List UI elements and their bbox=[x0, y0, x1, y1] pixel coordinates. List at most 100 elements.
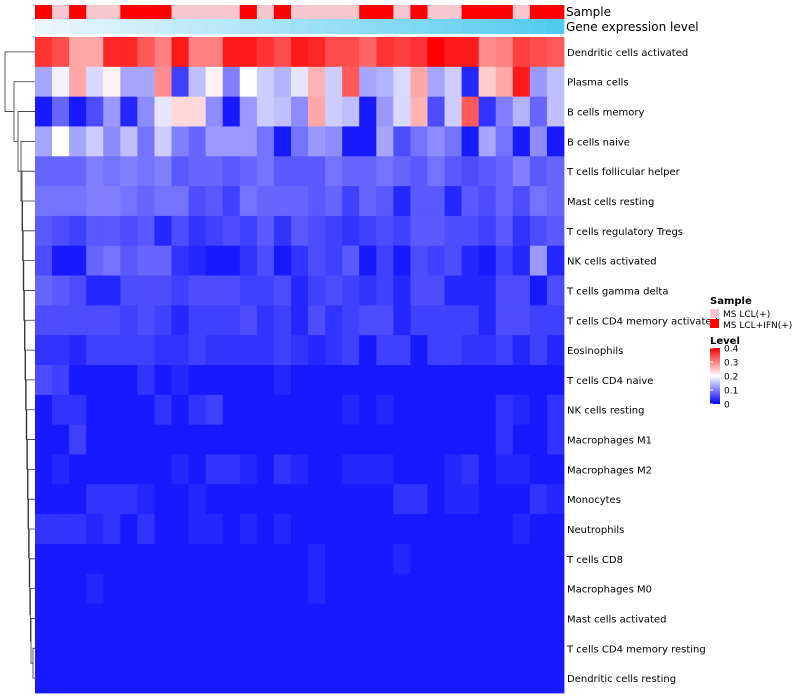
heatmap-cell bbox=[393, 66, 411, 98]
heatmap-cell bbox=[222, 305, 241, 336]
heatmap-cell bbox=[393, 573, 411, 604]
heatmap-cell bbox=[444, 66, 463, 98]
heatmap-cell bbox=[325, 215, 343, 247]
heatmap-cell bbox=[52, 633, 70, 664]
heatmap-cell bbox=[52, 484, 70, 515]
heatmap-cell bbox=[35, 573, 53, 604]
heatmap-cell bbox=[290, 663, 309, 694]
heatmap-cell bbox=[290, 394, 309, 426]
legend-level-tick-label: 0 bbox=[724, 401, 730, 411]
heatmap-cell bbox=[512, 633, 531, 664]
heatmap-cell bbox=[342, 126, 360, 157]
gene-expression-annotation-cell bbox=[256, 19, 275, 34]
heatmap-cell bbox=[171, 156, 189, 187]
heatmap-cell bbox=[427, 305, 445, 336]
heatmap-cell bbox=[359, 484, 377, 515]
heatmap-cell bbox=[188, 514, 207, 545]
heatmap-cell bbox=[444, 633, 463, 664]
heatmap-cell bbox=[410, 663, 428, 694]
heatmap-cell bbox=[427, 245, 445, 276]
heatmap-cell bbox=[444, 245, 463, 276]
heatmap-cell bbox=[205, 603, 224, 634]
heatmap-cell bbox=[342, 663, 360, 694]
heatmap-cell bbox=[52, 37, 70, 68]
heatmap-cell bbox=[273, 66, 292, 98]
heatmap-cell bbox=[461, 633, 480, 664]
heatmap-cell bbox=[376, 603, 394, 634]
heatmap-cell bbox=[35, 454, 53, 485]
heatmap-cell bbox=[273, 663, 292, 694]
heatmap-cell bbox=[495, 305, 514, 336]
gene-expression-annotation-cell bbox=[120, 19, 138, 34]
heatmap-cell bbox=[120, 335, 138, 366]
heatmap-cell bbox=[478, 663, 497, 694]
gene-expression-annotation-cell bbox=[427, 19, 445, 34]
heatmap-cell bbox=[461, 454, 480, 485]
heatmap-cell bbox=[239, 305, 258, 336]
row-label: T cells follicular helper bbox=[566, 167, 681, 178]
heatmap-cell bbox=[35, 275, 53, 306]
heatmap-cell bbox=[495, 514, 514, 545]
heatmap-cell bbox=[188, 454, 207, 485]
heatmap-cell bbox=[154, 514, 172, 545]
heatmap-cell bbox=[120, 603, 138, 634]
heatmap-cell bbox=[52, 66, 70, 98]
heatmap-cell bbox=[188, 484, 207, 515]
heatmap-cell bbox=[376, 573, 394, 604]
heatmap-cell bbox=[478, 66, 497, 98]
heatmap-cell bbox=[52, 424, 70, 455]
heatmap-cell bbox=[222, 66, 241, 98]
row-label: Macrophages M0 bbox=[567, 585, 652, 596]
heatmap-cell bbox=[171, 186, 189, 217]
heatmap-cell bbox=[290, 335, 309, 366]
heatmap-cell bbox=[376, 394, 394, 426]
heatmap-cell bbox=[137, 305, 155, 336]
heatmap-cell bbox=[52, 186, 70, 217]
heatmap-cell bbox=[86, 573, 104, 604]
heatmap-cell bbox=[171, 37, 189, 68]
row-labels: Dendritic cells activated Plasma cells B c… bbox=[566, 48, 718, 685]
legend-level-ticks: 0.4 0.3 0.2 0.1 0 bbox=[710, 345, 739, 411]
heatmap-cell bbox=[52, 394, 70, 426]
heatmap-cell bbox=[546, 484, 565, 515]
heatmap-cell bbox=[52, 573, 70, 604]
heatmap-cell bbox=[69, 37, 87, 68]
heatmap-cell bbox=[410, 514, 428, 545]
heatmap-cell bbox=[359, 215, 377, 247]
gene-expression-annotation-bar bbox=[35, 19, 565, 34]
heatmap-cell bbox=[69, 245, 87, 276]
sample-annotation-bar bbox=[35, 5, 565, 19]
heatmap-cell bbox=[86, 215, 104, 247]
heatmap-cell bbox=[239, 37, 258, 68]
heatmap-cell bbox=[376, 156, 394, 187]
heatmap-cell bbox=[308, 484, 326, 515]
sample-annotation-cell bbox=[86, 5, 104, 19]
heatmap-cell bbox=[154, 126, 172, 157]
heatmap-cell bbox=[154, 96, 172, 127]
heatmap-cell bbox=[546, 96, 565, 127]
row-label: Dendritic cells resting bbox=[567, 674, 676, 685]
heatmap-cell bbox=[256, 37, 275, 68]
heatmap-cell bbox=[512, 454, 531, 485]
heatmap-cell bbox=[376, 305, 394, 336]
gene-expression-annotation-cell bbox=[359, 19, 377, 34]
row-label: Mast cells activated bbox=[567, 614, 666, 625]
heatmap-cell bbox=[69, 394, 87, 426]
heatmap-cell bbox=[120, 37, 138, 68]
heatmap-cell bbox=[239, 245, 258, 276]
heatmap-cell bbox=[35, 66, 53, 98]
heatmap-cell bbox=[308, 66, 326, 98]
heatmap-cell bbox=[52, 215, 70, 247]
gene-expression-annotation-cell bbox=[290, 19, 309, 34]
row-label: T cells CD8 bbox=[566, 555, 623, 566]
heatmap-cell bbox=[256, 514, 275, 545]
heatmap-cell bbox=[427, 484, 445, 515]
heatmap-cell bbox=[154, 215, 172, 247]
heatmap-cell bbox=[103, 424, 121, 455]
heatmap-cell bbox=[222, 663, 241, 694]
heatmap-cell bbox=[137, 126, 155, 157]
heatmap-cell bbox=[239, 215, 258, 247]
heatmap-cell bbox=[69, 305, 87, 336]
heatmap-cell bbox=[154, 394, 172, 426]
heatmap-cell bbox=[308, 215, 326, 247]
